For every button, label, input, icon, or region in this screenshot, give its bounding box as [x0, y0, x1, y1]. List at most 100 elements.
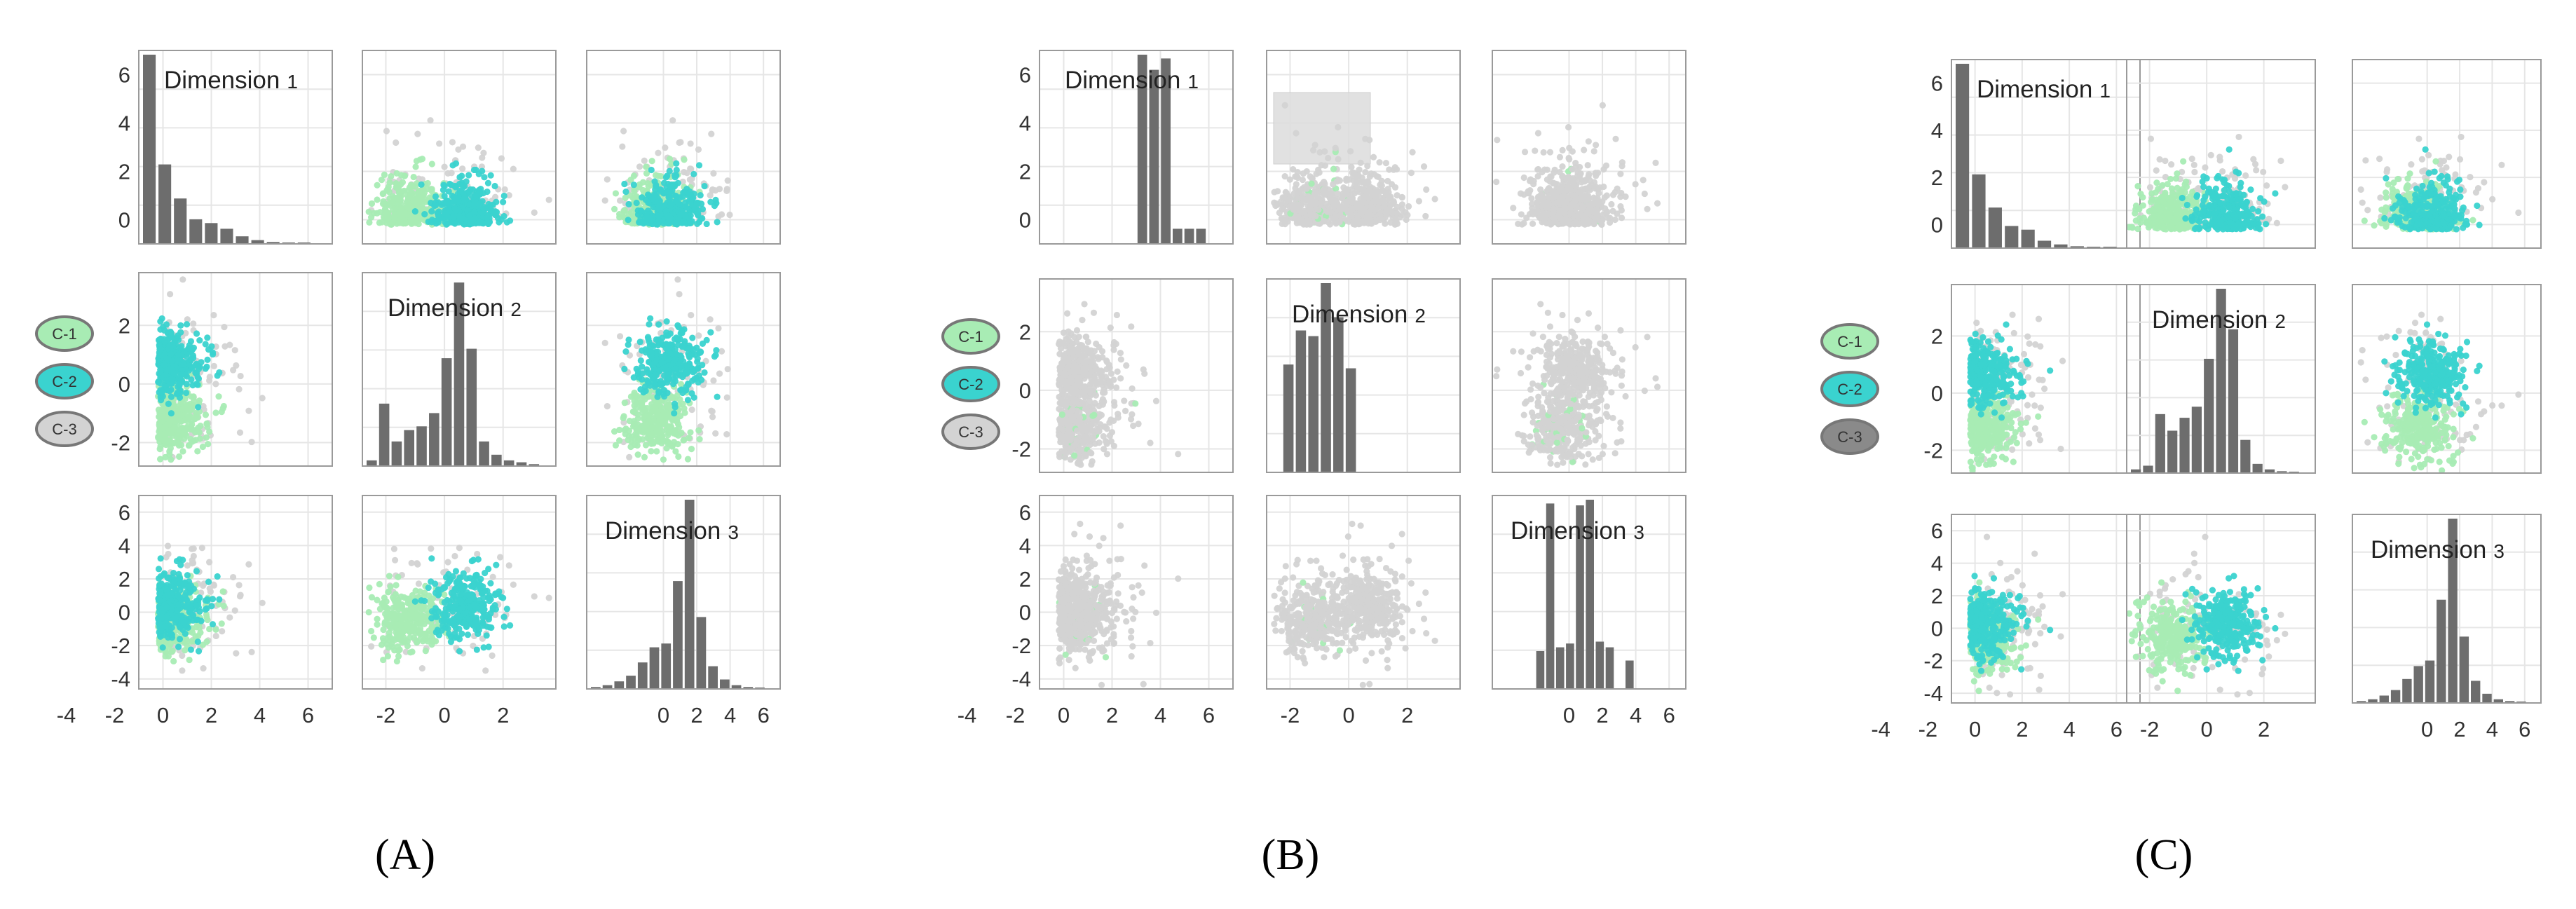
data-point — [625, 336, 632, 343]
data-point — [672, 346, 679, 353]
legend-item-c3[interactable]: C-3 — [35, 411, 94, 447]
data-point — [653, 430, 660, 438]
data-point — [688, 390, 695, 397]
data-point — [1312, 212, 1319, 219]
data-point — [183, 321, 191, 328]
data-point — [634, 368, 642, 375]
data-point — [433, 613, 441, 620]
data-point — [674, 322, 681, 329]
data-point — [505, 562, 512, 569]
data-point — [489, 573, 496, 580]
data-point — [395, 596, 402, 603]
data-point — [676, 201, 683, 208]
data-point — [203, 614, 210, 621]
data-point — [531, 209, 538, 216]
y-tick-label: -2 — [111, 431, 130, 456]
data-point — [703, 220, 710, 228]
data-point — [460, 214, 467, 222]
data-point — [158, 613, 166, 620]
data-point — [450, 198, 457, 205]
data-point — [498, 155, 505, 162]
legend-item-c1[interactable]: C-1 — [35, 315, 94, 352]
data-point — [622, 188, 629, 196]
data-point — [679, 219, 686, 226]
data-point — [383, 128, 390, 135]
data-point — [401, 210, 408, 217]
data-point — [165, 427, 172, 435]
data-point — [492, 590, 499, 597]
data-point — [461, 620, 468, 627]
data-point — [484, 179, 492, 186]
data-point — [724, 366, 731, 373]
data-point — [450, 605, 457, 612]
data-point — [409, 610, 416, 617]
data-point — [428, 207, 435, 215]
histogram-bar — [174, 198, 187, 244]
data-point — [161, 437, 168, 444]
data-point — [233, 650, 240, 657]
data-point — [236, 385, 243, 393]
data-point — [690, 346, 697, 353]
data-point — [433, 217, 441, 224]
data-point — [627, 443, 634, 451]
histogram-bar — [673, 581, 683, 689]
data-point — [697, 191, 704, 199]
data-point — [399, 179, 407, 186]
data-point — [374, 621, 381, 628]
data-point — [681, 156, 688, 163]
data-point — [714, 393, 721, 400]
data-point — [429, 595, 437, 602]
histogram-bar — [189, 219, 203, 244]
data-point — [625, 200, 632, 208]
data-point — [669, 443, 676, 450]
data-point — [687, 429, 694, 436]
data-point — [474, 550, 481, 558]
data-point — [1376, 159, 1383, 166]
data-point — [634, 437, 642, 444]
data-point — [1333, 178, 1341, 185]
data-point — [164, 387, 172, 394]
data-point — [662, 332, 670, 339]
data-point — [202, 606, 209, 613]
matrix-cell-r2-c1 — [138, 272, 333, 467]
data-point — [177, 624, 184, 631]
data-point — [481, 569, 489, 577]
data-point — [1348, 163, 1355, 171]
data-point — [177, 379, 184, 386]
data-point — [716, 370, 723, 377]
data-point — [418, 181, 425, 188]
data-point — [1370, 153, 1377, 160]
data-point — [1335, 156, 1342, 163]
data-point — [647, 315, 654, 322]
diag-title: Dimension 1 — [164, 67, 298, 94]
histogram-bar — [708, 666, 718, 689]
legend-item-c2[interactable]: C-2 — [35, 363, 94, 399]
data-point — [510, 581, 517, 588]
data-point — [1295, 195, 1302, 202]
data-point — [1293, 130, 1300, 137]
data-point — [1323, 200, 1330, 207]
data-point — [365, 208, 372, 215]
data-point — [163, 355, 170, 362]
y-tick-label: 0 — [118, 372, 130, 397]
data-point — [687, 140, 694, 147]
data-point — [395, 573, 402, 580]
data-point — [459, 181, 466, 189]
data-point — [713, 347, 720, 354]
data-point — [1326, 207, 1333, 214]
data-point — [1343, 177, 1350, 184]
data-point — [427, 117, 434, 124]
data-point — [245, 561, 252, 568]
data-point — [652, 371, 659, 378]
data-point — [489, 201, 496, 208]
data-point — [677, 352, 684, 360]
data-point — [446, 208, 453, 215]
data-point — [484, 214, 491, 221]
data-point — [220, 402, 227, 410]
data-point — [678, 430, 685, 437]
data-point — [214, 573, 221, 580]
data-point — [701, 182, 708, 190]
data-point — [418, 665, 425, 672]
data-point — [192, 437, 199, 444]
